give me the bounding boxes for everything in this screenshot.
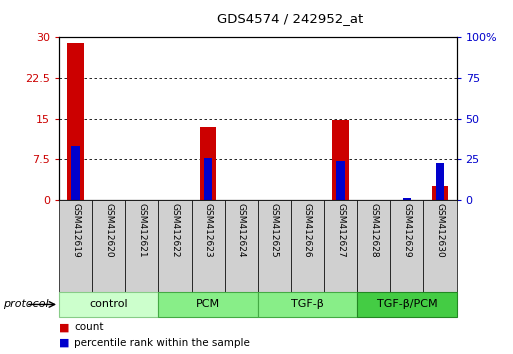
Bar xyxy=(125,200,159,292)
Text: GSM412627: GSM412627 xyxy=(336,203,345,257)
Text: control: control xyxy=(89,299,128,309)
Bar xyxy=(324,200,357,292)
Text: TGF-β: TGF-β xyxy=(291,299,324,309)
Text: ■: ■ xyxy=(59,338,69,348)
Bar xyxy=(258,292,357,317)
Bar xyxy=(357,292,457,317)
Bar xyxy=(59,200,92,292)
Bar xyxy=(59,292,159,317)
Bar xyxy=(204,158,212,200)
Bar xyxy=(357,200,390,292)
Bar xyxy=(67,42,84,200)
Bar xyxy=(92,200,125,292)
Bar xyxy=(225,200,258,292)
Text: count: count xyxy=(74,322,104,332)
Bar xyxy=(390,200,423,292)
Text: TGF-β/PCM: TGF-β/PCM xyxy=(377,299,437,309)
Text: GSM412628: GSM412628 xyxy=(369,203,378,257)
Text: GSM412626: GSM412626 xyxy=(303,203,312,257)
Text: GSM412619: GSM412619 xyxy=(71,203,80,257)
Bar xyxy=(432,187,448,200)
Text: PCM: PCM xyxy=(196,299,220,309)
Text: GSM412629: GSM412629 xyxy=(402,203,411,257)
Bar xyxy=(436,162,444,200)
Text: GSM412624: GSM412624 xyxy=(236,203,246,257)
Text: GSM412622: GSM412622 xyxy=(170,203,180,257)
Bar xyxy=(159,200,191,292)
Bar xyxy=(258,200,291,292)
Text: GSM412630: GSM412630 xyxy=(436,203,444,257)
Text: GDS4574 / 242952_at: GDS4574 / 242952_at xyxy=(217,12,363,25)
Bar xyxy=(291,200,324,292)
Bar xyxy=(159,292,258,317)
Text: ■: ■ xyxy=(59,322,69,332)
Bar xyxy=(200,127,216,200)
Bar xyxy=(71,146,80,200)
Text: GSM412620: GSM412620 xyxy=(104,203,113,257)
Bar xyxy=(191,200,225,292)
Text: GSM412623: GSM412623 xyxy=(204,203,212,257)
Text: protocol: protocol xyxy=(3,299,48,309)
Text: GSM412625: GSM412625 xyxy=(270,203,279,257)
Text: GSM412621: GSM412621 xyxy=(137,203,146,257)
Text: percentile rank within the sample: percentile rank within the sample xyxy=(74,338,250,348)
Bar xyxy=(403,198,411,200)
Bar xyxy=(332,120,349,200)
Bar xyxy=(337,161,345,200)
Bar xyxy=(423,200,457,292)
